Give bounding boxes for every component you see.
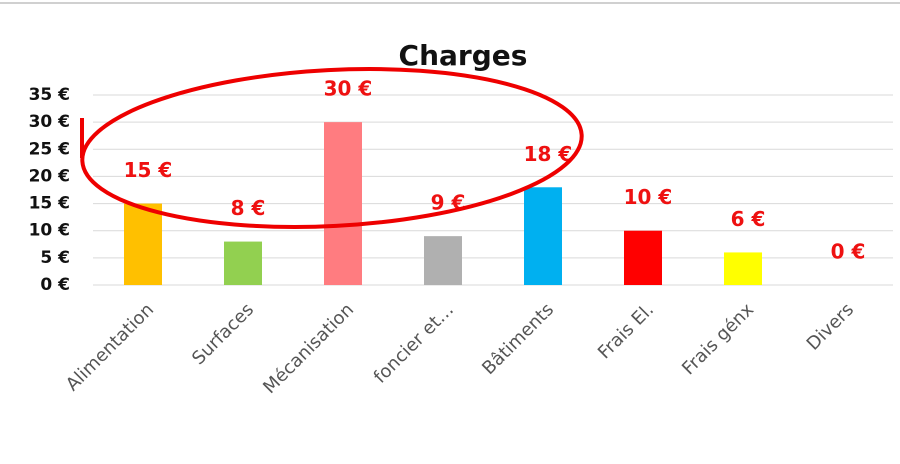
y-tick-label: 20 €	[29, 166, 70, 186]
value-label: 10 €	[624, 185, 673, 209]
bar	[324, 122, 362, 286]
bar	[224, 241, 262, 285]
y-tick-label: 15 €	[29, 194, 70, 214]
y-tick-label: 0 €	[40, 275, 70, 295]
x-tick-label: Divers	[803, 299, 858, 354]
y-tick-label: 25 €	[29, 139, 70, 159]
chart-title: Charges	[399, 39, 528, 72]
y-tick-label: 10 €	[29, 221, 70, 241]
bar	[624, 230, 662, 285]
y-tick-label: 5 €	[40, 248, 70, 268]
plot-area: 0 € 5 € 10 € 15 € 20 € 25 € 30 € 35 € 15 € Alimen…	[29, 77, 893, 398]
y-tick-label: 30 €	[29, 112, 70, 132]
x-tick-label: Alimentation	[62, 299, 158, 395]
y-tick-label: 35 €	[29, 85, 70, 105]
value-label: 15 €	[124, 158, 173, 182]
bar	[524, 187, 562, 285]
value-label: 30 €	[324, 77, 373, 101]
value-label: 0 €	[831, 240, 866, 264]
x-tick-label: Bâtiments	[478, 299, 558, 379]
x-tick-label: Mécanisation	[259, 299, 358, 398]
x-tick-label: Surfaces	[188, 299, 258, 369]
bar	[724, 252, 762, 285]
highlight-ellipse	[80, 67, 584, 229]
x-tick-label: foncier et…	[370, 299, 458, 387]
bar	[424, 236, 462, 285]
x-tick-label: Frais El.	[594, 299, 658, 363]
x-tick-label: Frais génx	[678, 299, 758, 379]
value-label: 6 €	[731, 207, 766, 231]
value-label: 18 €	[524, 142, 573, 166]
value-label: 8 €	[231, 196, 266, 220]
bar	[124, 203, 162, 285]
